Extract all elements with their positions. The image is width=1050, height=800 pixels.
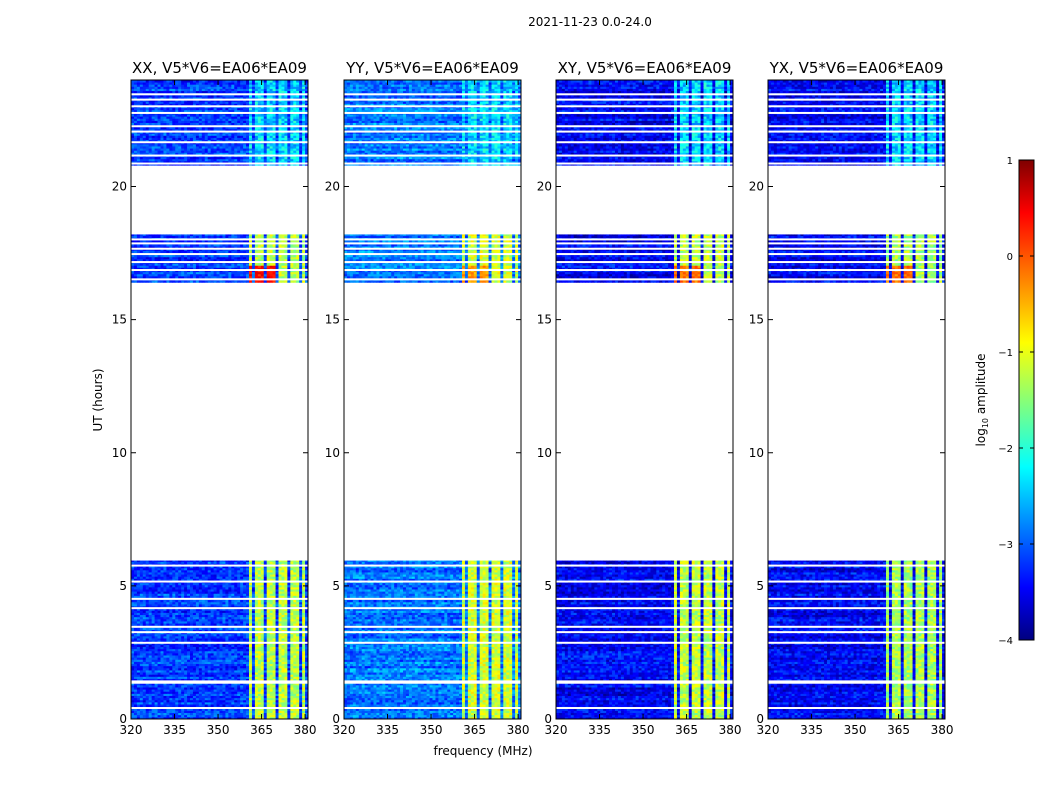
figure: 2021-11-23 0.0-24.0 XX, V5*V6=EA06*EA093… — [0, 0, 1050, 800]
figure-suptitle: 2021-11-23 0.0-24.0 — [528, 15, 652, 29]
heatmap-cells-0 — [131, 80, 308, 719]
